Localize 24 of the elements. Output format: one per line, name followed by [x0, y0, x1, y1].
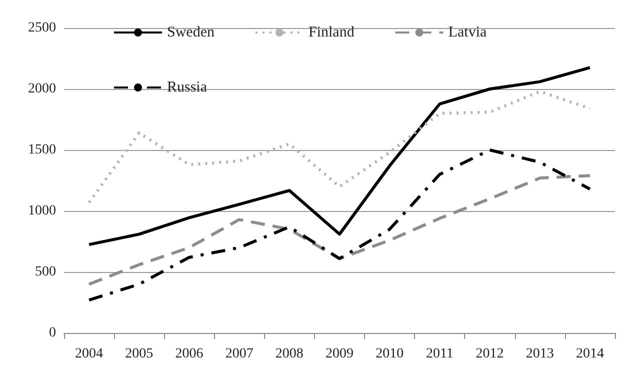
line-series [88, 66, 592, 246]
legend-label: Russia [167, 80, 208, 96]
line-series [88, 174, 592, 286]
legend-label: Latvia [448, 24, 487, 40]
x-tick-label: 2008 [275, 346, 304, 362]
x-tick-label: 2013 [526, 346, 554, 362]
y-tick-label: 1500 [28, 142, 56, 158]
x-tick-label: 2006 [175, 346, 204, 362]
x-tick-label: 2007 [225, 346, 254, 362]
x-tick-label: 2005 [125, 346, 154, 362]
line-series [88, 148, 592, 302]
x-tick-label: 2011 [426, 346, 454, 362]
x-tick-label: 2012 [476, 346, 504, 362]
y-tick-label: 2000 [28, 82, 56, 96]
y-tick-label: 0 [49, 326, 56, 340]
y-tick-label: 500 [35, 264, 56, 280]
x-tick-label: 2009 [326, 346, 354, 362]
legend-label: Finland [308, 24, 355, 40]
y-tick-label: 2500 [28, 20, 56, 36]
legend-label: Sweden [167, 24, 215, 40]
x-tick-label: 2014 [576, 346, 604, 362]
x-tick-label: 2004 [75, 346, 104, 362]
y-tick-label: 1000 [28, 204, 56, 218]
x-tick-label: 2010 [376, 346, 404, 362]
